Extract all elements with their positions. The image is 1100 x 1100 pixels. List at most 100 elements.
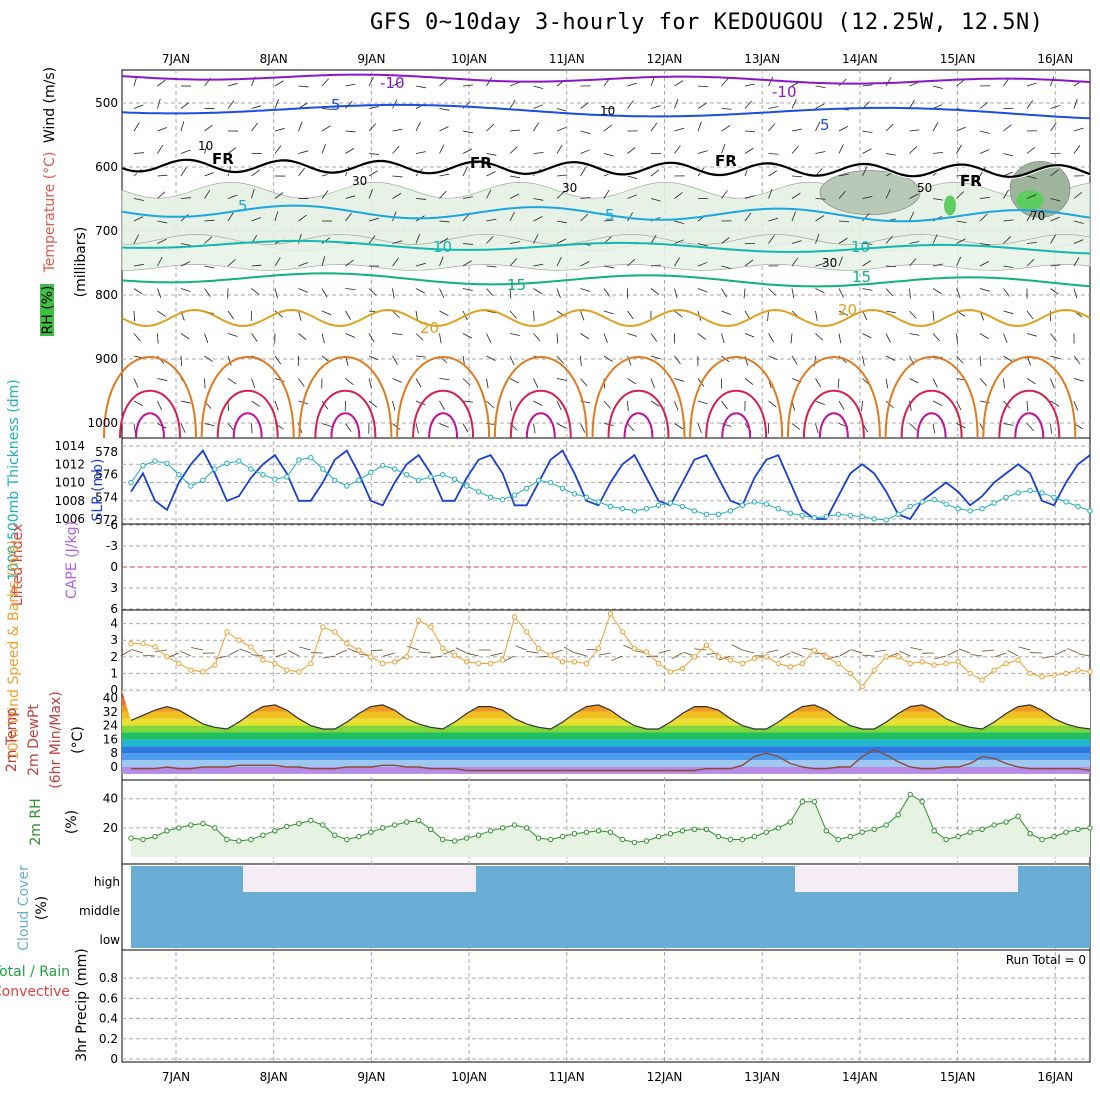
precip-tick: 0.8 [99, 971, 118, 985]
wind-barb [274, 192, 284, 199]
contour-label: 10 [851, 238, 870, 256]
rh2m-line-point [571, 831, 578, 837]
day-label-top: 8JAN [260, 52, 288, 66]
wind-barb [862, 288, 873, 291]
wind-barb [791, 288, 795, 299]
wind-barb [274, 400, 279, 411]
temp-color-band [122, 725, 1090, 733]
wind-barb [392, 175, 403, 178]
thickness-line-point [1051, 494, 1057, 500]
wind10m-speed-line-point [224, 629, 230, 635]
thickness-line-point [1075, 503, 1081, 510]
wind-barb [1026, 241, 1037, 244]
wind-barb [885, 265, 897, 268]
thickness-line-point [775, 506, 781, 512]
wind-barb [509, 129, 520, 132]
rh-patch-50 [819, 170, 921, 215]
temp-color-band [122, 753, 1090, 761]
wind-barb [486, 355, 496, 361]
wind-barb [979, 288, 990, 292]
wind-barb [862, 333, 872, 339]
day-label-bottom: 8JAN [260, 1070, 288, 1084]
wind10m-barb [779, 652, 791, 659]
wind-barb [251, 188, 255, 199]
wind-barb [439, 256, 444, 267]
wind-barb [298, 262, 308, 267]
thickness-tick: 578 [95, 445, 118, 459]
wind-barb [979, 355, 982, 366]
wind-barb [321, 144, 327, 154]
day-label-bottom: 12JAN [647, 1070, 683, 1084]
wind-barb [533, 333, 541, 342]
thickness-line-point [164, 460, 170, 466]
isotherm-30-loop [802, 389, 865, 439]
wind10m-barb [1054, 649, 1067, 656]
wind-barb [556, 333, 559, 344]
wind-barb [533, 104, 543, 109]
cloud-level-label: low [100, 933, 121, 947]
thickness-line-point [703, 511, 710, 517]
contour-label: 5 [238, 197, 248, 215]
wind-barb [1026, 175, 1037, 179]
wind10m-barb [658, 649, 671, 654]
rh2m-line-point [176, 825, 182, 831]
isotherm-30-loop [509, 389, 572, 439]
wind-barb [650, 355, 661, 360]
wind-barb [627, 82, 638, 87]
wind-barb [721, 400, 728, 410]
wind10m-barb [288, 650, 300, 657]
rh2m-line-point [595, 828, 602, 834]
wind-barb [133, 263, 144, 267]
thickness-line-point [655, 502, 662, 508]
wind-barb [862, 310, 868, 321]
thickness-line-point [1039, 490, 1045, 496]
wind10m-speed-line-point [619, 629, 626, 635]
rh2m-line-point [895, 812, 901, 818]
wind10m-speed-line-point [128, 640, 134, 647]
wind-barb [744, 83, 755, 87]
wind-barb [180, 423, 186, 433]
thickness-line-point [583, 494, 590, 500]
thickness-line-point [1003, 494, 1009, 500]
wind-barb [1026, 258, 1035, 267]
freezing-level-inner [121, 160, 1091, 179]
wind-barb [1073, 98, 1078, 109]
wind-barb [204, 288, 211, 297]
isotherm-25-loop [786, 356, 881, 439]
wind-barb [251, 264, 262, 267]
ylabel-cloud-units: (%) [34, 896, 50, 920]
wind-barb [979, 213, 988, 222]
rh2m-line-point [679, 828, 686, 834]
wind-barb [885, 333, 891, 343]
isotherm-25-loop [591, 356, 686, 439]
wind-barb [298, 310, 302, 321]
wind10m-barb [335, 649, 347, 656]
wind-barb [697, 85, 709, 88]
thickness-line-point [499, 496, 506, 503]
wind-barb [721, 108, 732, 110]
isotherm-10 [121, 239, 1091, 255]
wind-barb [580, 310, 585, 321]
wind-barb [603, 265, 614, 269]
wind-barb [744, 212, 752, 222]
wind-barb [298, 150, 309, 154]
wind-barb [1050, 423, 1052, 434]
day-label-bottom: 13JAN [744, 1070, 780, 1084]
wind10m-barb [239, 648, 252, 654]
wind-barb [627, 147, 636, 154]
thickness-line-point [967, 508, 973, 514]
wind-barb [790, 333, 793, 344]
wind-barb [862, 213, 870, 222]
wind10m-speed-line-point [475, 660, 482, 667]
wind10m-barb [383, 652, 395, 657]
wind10m-speed-line-point [164, 654, 170, 660]
wind-barb [345, 212, 352, 222]
wind-barb [157, 378, 168, 382]
wind-barb [204, 236, 213, 244]
wind-barb [251, 217, 261, 222]
rh2m-line-point [511, 822, 518, 828]
wind10m-speed-line-point [763, 654, 769, 660]
wind10m-speed-line-point [499, 657, 506, 663]
wind-barb [556, 378, 567, 381]
